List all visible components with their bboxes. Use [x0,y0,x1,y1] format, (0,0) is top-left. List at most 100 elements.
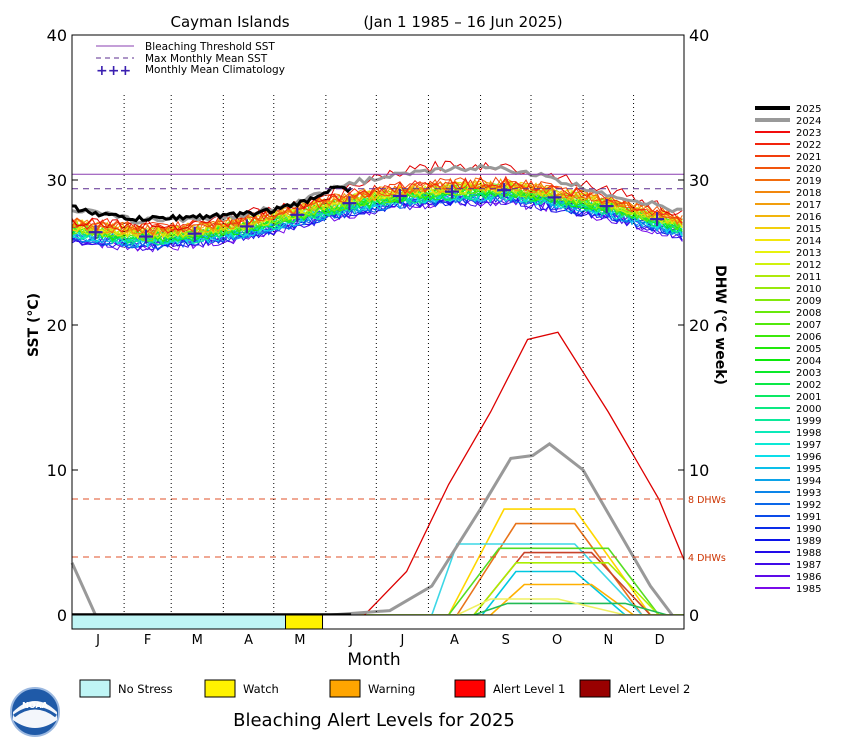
year-legend-label-2021: 2021 [796,152,821,163]
year-legend-label-2015: 2015 [796,224,821,235]
year-legend-label-2009: 2009 [796,296,821,307]
climatology-markers [88,183,665,244]
year-legend-label-2000: 2000 [796,404,821,415]
sst-lines [71,160,683,253]
year-legend-label-2022: 2022 [796,140,821,151]
year-legend-label-2023: 2023 [796,128,821,139]
alert-legend-label-4: Alert Level 2 [618,682,690,696]
year-legend-label-2024: 2024 [796,116,821,127]
year-legend-label-1987: 1987 [796,560,821,571]
month-label-9: S [502,633,510,648]
month-label-6: J [348,633,353,648]
left-tick-label-20: 20 [47,316,67,335]
left-axis-ticks: 0 10 20 30 40 [47,26,78,625]
year-legend-label-1989: 1989 [796,536,821,547]
alert-legend-label-2: Warning [368,682,415,696]
year-legend-label-2011: 2011 [796,272,821,283]
sst-line-2022 [71,175,683,234]
year-legend-label-2014: 2014 [796,236,821,247]
year-legend-label-1999: 1999 [796,416,821,427]
alert-legend-label-1: Watch [243,682,279,696]
year-legend-label-1991: 1991 [796,512,821,523]
month-label-12: D [655,633,665,648]
month-gridlines [123,95,635,615]
x-axis-label: Month [347,650,400,670]
left-axis-label: SST (°C) [26,293,42,357]
month-label-10: O [552,633,562,648]
right-axis-label: DHW (°C week) [712,265,728,385]
right-tick-label-40: 40 [689,26,709,45]
alert-legend-swatch-3 [454,679,486,698]
year-legend-label-1992: 1992 [796,500,821,511]
climatology-marker-7 [392,188,407,203]
climatology-marker-9 [497,183,512,198]
year-legend-label-2005: 2005 [796,344,821,355]
sst-line-2004 [71,185,683,243]
climatology-marker-12 [650,212,665,227]
alert-bar-segment-1 [285,614,324,630]
year-legend-label-2025: 2025 [796,104,821,115]
reference-lines: 8 DHWs 4 DHWs [72,173,726,564]
right-axis-ticks: 0 10 20 30 40 [678,26,709,625]
year-legend-label-1985: 1985 [796,584,821,595]
year-legend-label-2019: 2019 [796,176,821,187]
month-label-7: J [399,633,404,648]
alert-bar-segment-0 [71,614,287,630]
plot-area [72,35,684,615]
year-legend-label-2016: 2016 [796,212,821,223]
alert-legend-swatch-0 [79,679,111,698]
climatology-marker-10 [547,190,562,205]
legend-climatology-label: Monthly Mean Climatology [145,64,285,76]
month-label-4: A [244,633,253,648]
dhw-ref-label-4: 4 DHWs [688,553,726,564]
alert-legend-swatch-1 [204,679,236,698]
legend-mmm-label: Max Monthly Mean SST [145,53,268,65]
year-legend-label-2012: 2012 [796,260,821,271]
climatology-marker-1 [88,225,103,240]
year-legend-label-1994: 1994 [796,476,821,487]
year-legend-label-2008: 2008 [796,308,821,319]
climatology-marker-2 [138,229,153,244]
right-tick-label-10: 10 [689,461,709,480]
year-legend-label-2004: 2004 [796,356,821,367]
alert-level-legend: No Stress Watch Warning Alert Level 1 Alert … [79,679,690,698]
legend-threshold-label: Bleaching Threshold SST [145,41,275,53]
climatology-marker-3 [187,226,202,241]
year-legend-label-2002: 2002 [796,380,821,391]
month-label-3: M [192,633,203,648]
year-legend-label-2010: 2010 [796,284,821,295]
year-legend-label-1996: 1996 [796,452,821,463]
alert-status-bar [71,614,685,630]
alert-legend-swatch-4 [579,679,611,698]
year-legend: 2025202420232022202120202019201820172016… [755,104,821,595]
year-legend-label-2013: 2013 [796,248,821,259]
noaa-logo-text: NOAA [22,701,48,710]
noaa-logo: NOAA [10,687,60,737]
sst-line-1987 [71,195,683,251]
alert-legend-label-3: Alert Level 1 [493,682,565,696]
year-legend-label-1988: 1988 [796,548,821,559]
right-tick-label-30: 30 [689,171,709,190]
climatology-marker-4 [239,219,254,234]
dhw-ref-label-8: 8 DHWs [688,495,726,506]
climatology-marker-8 [444,184,459,199]
year-legend-label-2001: 2001 [796,392,821,403]
climatology-marker-6 [342,196,357,211]
sst-line-2025 [71,185,353,223]
sst-line-2020 [71,177,683,233]
year-legend-label-2007: 2007 [796,320,821,331]
year-legend-label-2006: 2006 [796,332,821,343]
legend-climatology-swatch: +++ [96,63,131,79]
right-tick-label-0: 0 [689,606,699,625]
left-tick-label-30: 30 [47,171,67,190]
chart-title-dates: (Jan 1 1985 – 16 Jun 2025) [363,13,562,31]
climatology-marker-11 [599,199,614,214]
year-legend-label-1995: 1995 [796,464,821,475]
chart-title-location: Cayman Islands [170,13,289,31]
year-legend-label-1998: 1998 [796,428,821,439]
right-tick-label-20: 20 [689,316,709,335]
left-tick-label-40: 40 [47,26,67,45]
bottom-title: Bleaching Alert Levels for 2025 [233,710,515,731]
